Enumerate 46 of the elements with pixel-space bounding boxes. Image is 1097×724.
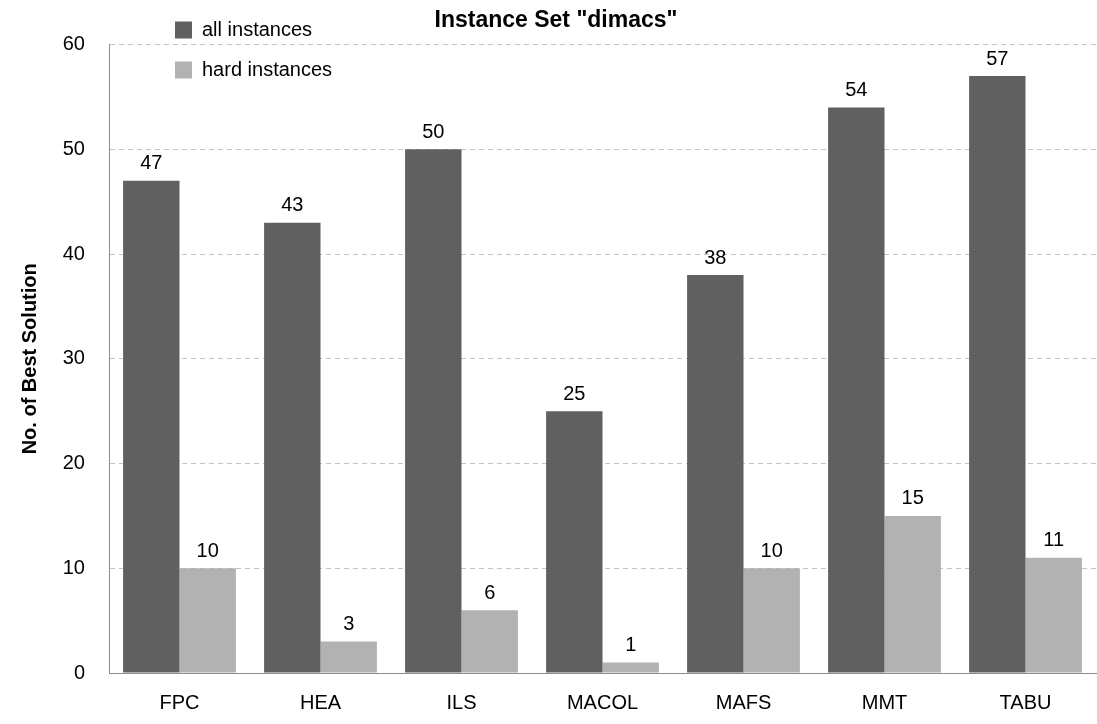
y-tick-label: 50	[62, 136, 85, 159]
bar	[969, 76, 1026, 673]
bar	[461, 610, 518, 673]
y-tick-label: 30	[62, 346, 85, 369]
bar	[123, 180, 180, 673]
bar	[828, 107, 885, 673]
legend-label: all instances	[202, 17, 313, 40]
x-tick-label: HEA	[299, 690, 342, 713]
bar	[264, 222, 321, 673]
bar	[546, 411, 603, 673]
data-label: 54	[845, 77, 868, 100]
chart-title: Instance Set "dimacs"	[434, 6, 678, 33]
data-label: 6	[484, 580, 496, 603]
x-tick-label: MAFS	[715, 690, 772, 713]
x-tick-label: MACOL	[566, 690, 639, 713]
data-label: 10	[760, 538, 783, 561]
bar	[320, 641, 377, 673]
data-label: 50	[422, 119, 445, 142]
data-label: 43	[281, 193, 304, 216]
y-tick-label: 20	[62, 451, 85, 474]
y-tick-label: 40	[62, 241, 85, 264]
bar	[405, 149, 462, 673]
bar	[884, 515, 941, 673]
legend-label: hard instances	[202, 57, 333, 80]
y-tick-label: 10	[62, 555, 85, 578]
bar	[1025, 557, 1082, 673]
bar	[179, 568, 236, 673]
y-tick-label: 60	[62, 32, 85, 55]
x-tick-label: ILS	[446, 690, 477, 713]
bar	[743, 568, 800, 673]
y-axis-title: No. of Best Solution	[17, 263, 40, 455]
data-label: 1	[625, 633, 637, 656]
data-label: 10	[196, 538, 219, 561]
data-label: 25	[563, 381, 586, 404]
bar	[687, 275, 744, 673]
bar	[602, 662, 659, 673]
y-tick-label: 0	[73, 660, 85, 683]
data-label: 57	[986, 46, 1009, 69]
data-label: 11	[1043, 528, 1065, 551]
x-tick-label: MMT	[861, 690, 908, 713]
x-tick-label: FPC	[159, 690, 200, 713]
data-label: 38	[704, 245, 727, 268]
data-label: 47	[140, 151, 163, 174]
data-label: 15	[901, 486, 924, 509]
x-tick-label: TABU	[999, 690, 1052, 713]
data-label: 3	[343, 612, 355, 635]
